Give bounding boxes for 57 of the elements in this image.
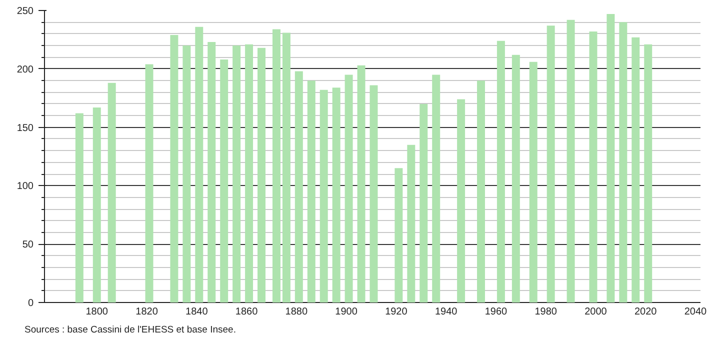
bar	[220, 60, 228, 302]
bar	[272, 29, 280, 302]
bar	[307, 80, 316, 302]
x-tick-label: 1960	[484, 306, 508, 318]
bar	[589, 32, 598, 302]
bar	[632, 37, 640, 302]
bar	[546, 26, 555, 302]
bar	[619, 22, 628, 302]
bar	[208, 42, 216, 302]
y-tick-label: 100	[16, 181, 34, 192]
x-tick-label: 1820	[136, 306, 158, 318]
x-tick-label: 1840	[186, 306, 208, 318]
y-tick-label: 150	[16, 122, 34, 134]
bar	[170, 35, 178, 302]
bar	[245, 44, 254, 302]
x-tick-label: 1860	[235, 306, 258, 318]
bar	[529, 62, 538, 302]
x-tick-label: 1800	[86, 306, 108, 318]
bar	[407, 144, 416, 302]
bar	[145, 64, 154, 302]
bar	[182, 46, 191, 302]
bar	[394, 168, 403, 302]
bar	[75, 113, 84, 302]
source-note: Sources : base Cassini de l'EHESS et base Insee.	[24, 324, 236, 336]
bar	[320, 90, 328, 302]
bar	[606, 14, 615, 302]
bar	[512, 54, 520, 302]
y-tick-label: 200	[16, 64, 34, 76]
x-tick-label: 1880	[285, 306, 308, 318]
x-tick-label: 2000	[584, 306, 608, 318]
bar	[108, 82, 116, 302]
bar	[232, 46, 241, 302]
bar	[370, 85, 378, 302]
x-tick-label: 1900	[335, 306, 358, 318]
x-tick-label: 2020	[634, 306, 658, 318]
x-tick-label: 1980	[534, 306, 558, 318]
bar	[496, 40, 505, 302]
bar	[644, 44, 652, 302]
y-tick-label: 50	[22, 240, 34, 251]
bar	[258, 48, 266, 302]
x-tick-label: 1920	[385, 306, 408, 318]
bar	[344, 74, 353, 302]
y-tick-label: 250	[16, 6, 34, 17]
bar	[294, 71, 303, 302]
bar	[477, 80, 485, 302]
bar	[432, 74, 440, 302]
x-tick-label: 1940	[434, 306, 458, 318]
bar	[457, 99, 466, 302]
x-tick-label: 2040	[684, 306, 708, 318]
bar	[195, 26, 204, 302]
bar	[566, 20, 575, 302]
bar	[332, 88, 340, 302]
bar	[357, 65, 366, 302]
bar	[282, 32, 290, 302]
bar	[92, 107, 101, 302]
bar	[420, 104, 428, 302]
y-tick-label: 0	[28, 298, 34, 309]
